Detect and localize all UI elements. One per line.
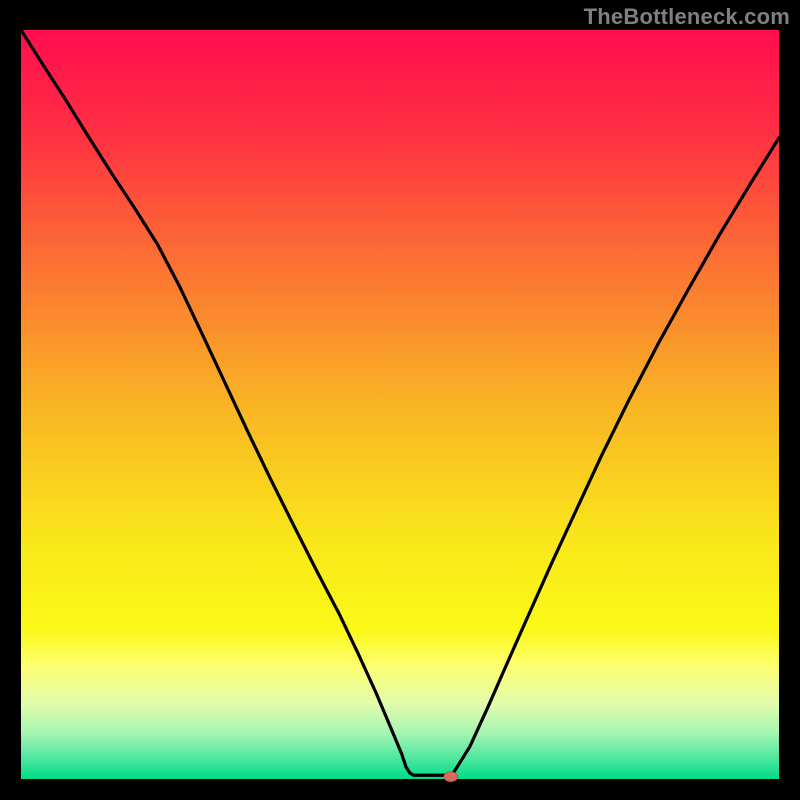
optimum-marker	[444, 772, 458, 782]
plot-background	[21, 30, 779, 779]
chart-container: { "watermark": "TheBottleneck.com", "cha…	[0, 0, 800, 800]
bottleneck-chart	[0, 0, 800, 800]
watermark-text: TheBottleneck.com	[584, 4, 790, 30]
